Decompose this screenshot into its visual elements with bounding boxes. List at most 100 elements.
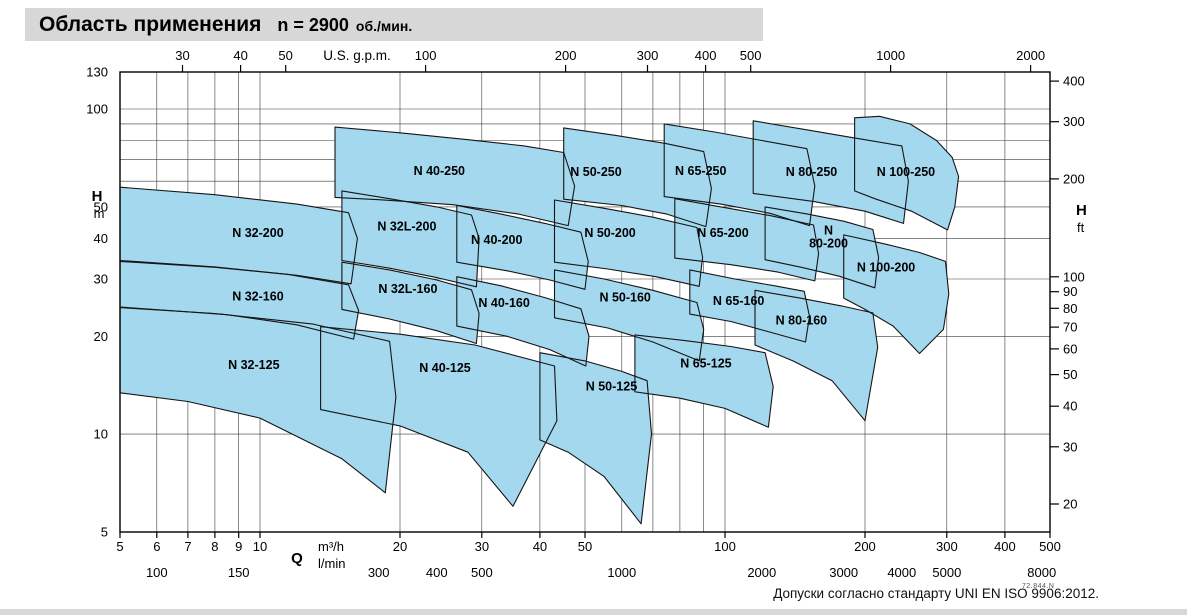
y-axis-right-tick-label: 400 [1063, 74, 1085, 89]
y-axis-right-unit: ft [1077, 220, 1085, 235]
y-axis-right-tick-label: 20 [1063, 497, 1077, 512]
speed-unit-label: об./мин. [355, 18, 413, 34]
pump-region-label: N 50-160 [599, 291, 650, 305]
pump-region-fill-N 40-160 [456, 276, 589, 366]
x-axis-top-title: U.S. g.p.m. [323, 48, 391, 63]
x-axis-top-tick-label: 100 [415, 48, 437, 63]
pump-region-fill-N 40-250 [335, 127, 575, 226]
x-axis-bottom-tick-label: 200 [854, 539, 876, 554]
speed-label: n = 2900 [277, 15, 349, 35]
x-axis-lmin-tick-label: 8000 [1027, 565, 1056, 580]
x-axis-lmin-tick-label: 100 [146, 565, 168, 580]
x-axis-bottom-tick-label: 8 [211, 539, 218, 554]
x-axis-top-tick-label: 1000 [876, 48, 905, 63]
y-axis-right-tick-label: 200 [1063, 171, 1085, 186]
pump-region-fill-N 32-200 [120, 187, 358, 284]
pump-region-fill-N 32-160 [120, 261, 359, 340]
pump-region-label: N 32L-160 [378, 282, 437, 296]
pump-region-label: N 65-200 [697, 226, 748, 240]
pump-region-label: N 50-125 [586, 380, 637, 394]
x-axis-bottom-tick-label: 10 [253, 539, 267, 554]
page-title: Область применения [39, 13, 262, 36]
pump-region-label: N 32L-200 [377, 220, 436, 234]
x-axis-bottom-tick-label: 9 [235, 539, 242, 554]
x-axis-lmin-tick-label: 2000 [747, 565, 776, 580]
pump-region-outline-N 40-160 [456, 276, 590, 367]
pump-region-outline-N 100-250 [854, 115, 960, 231]
y-axis-right-tick-label: 90 [1063, 284, 1077, 299]
x-axis-bottom-tick-label: 100 [714, 539, 736, 554]
pump-region-fill-N 65-125 [634, 334, 774, 428]
x-axis-bottom-tick-label: 400 [994, 539, 1016, 554]
title-bar: Область применения n = 2900 об./мин. [25, 8, 763, 41]
y-axis-left-tick-label: 50 [94, 199, 108, 214]
pump-region-outline-N 32L-160 [341, 261, 480, 345]
bottom-strip [0, 609, 1187, 615]
pump-region-outline-N 80-200 [764, 206, 880, 289]
y-axis-right-tick-label: 300 [1063, 114, 1085, 129]
x-axis-lmin-tick-label: 300 [368, 565, 390, 580]
pump-region-outline-N 40-125 [320, 326, 558, 507]
x-axis-top-tick-label: 50 [278, 48, 292, 63]
x-axis-lmin-tick-label: 5000 [932, 565, 961, 580]
x-axis-bottom-title: Q [291, 550, 303, 567]
pump-region-label: N 32-200 [232, 226, 283, 240]
x-axis-top-tick-label: 400 [695, 48, 717, 63]
y-axis-left-title: H [92, 188, 103, 205]
pump-region-label: N 65-125 [680, 356, 731, 370]
pump-region-label: N 80-250 [786, 165, 837, 179]
pump-region-outline-N 40-250 [334, 126, 576, 227]
x-axis-bottom-tick-label: 6 [153, 539, 160, 554]
pump-region-label: N 40-160 [478, 296, 529, 310]
pump-region-fill-N 50-200 [554, 200, 703, 287]
x-axis-lmin-tick-label: 4000 [887, 565, 916, 580]
pump-region-label: N 50-200 [584, 226, 635, 240]
y-axis-left-tick-label: 30 [94, 272, 108, 287]
x-axis-bottom-tick-label: 300 [936, 539, 958, 554]
pump-region-outline-N 80-250 [752, 120, 909, 224]
pump-region-fill-N 100-200 [843, 234, 949, 354]
pump-region-fill-N 50-125 [539, 352, 652, 524]
x-axis-bottom-tick-label: 30 [475, 539, 489, 554]
pump-region-label: N 40-250 [414, 164, 465, 178]
y-axis-right-tick-label: 50 [1063, 367, 1077, 382]
pump-region-label: N 65-160 [713, 294, 764, 308]
x-axis-lmin-tick-label: 400 [426, 565, 448, 580]
x-axis-bottom-tick-label: 5 [116, 539, 123, 554]
y-axis-right-tick-label: 30 [1063, 439, 1077, 454]
y-axis-right-title: H [1076, 202, 1087, 219]
x-axis-bottom-tick-label: 500 [1039, 539, 1061, 554]
pump-region-label: N 40-125 [419, 361, 470, 375]
pump-region-outline-N 65-200 [674, 198, 820, 282]
pump-region-label: N 100-200 [857, 261, 915, 275]
pump-region-label: N 50-250 [570, 165, 621, 179]
pump-region-label: N 80-160 [776, 313, 827, 327]
pump-region-outline-N 32L-200 [341, 190, 480, 288]
tolerance-footnote: Допуски согласно стандарту UNI EN ISO 99… [773, 586, 1099, 601]
pump-region-fill-N 32L-200 [341, 190, 480, 287]
pump-region-outline-N 32-125 [119, 307, 397, 494]
x-axis-bottom-tick-label: 50 [578, 539, 592, 554]
x-axis-bottom-unit: m³/h [318, 539, 344, 554]
x-axis-lmin-tick-label: 3000 [829, 565, 858, 580]
y-axis-left-tick-label: 130 [86, 65, 108, 80]
x-axis-bottom-tick-label: 20 [393, 539, 407, 554]
doc-code: 72.844.N [1022, 583, 1055, 590]
pump-region-outline-N 100-200 [843, 234, 950, 355]
pump-region-label: N 80-200 [809, 224, 848, 251]
x-axis-top-tick-label: 30 [175, 48, 189, 63]
x-axis-bottom-tick-label: 40 [533, 539, 547, 554]
y-axis-left-tick-label: 5 [101, 525, 108, 540]
pump-region-outline-N 32-200 [119, 186, 358, 285]
x-axis-bottom-tick-label: 7 [184, 539, 191, 554]
x-axis-top-tick-label: 500 [740, 48, 762, 63]
pump-region-label: N 40-200 [471, 233, 522, 247]
x-axis-top-tick-label: 40 [233, 48, 247, 63]
x-axis-lmin-tick-label: 500 [471, 565, 493, 580]
pump-region-outline-N 50-250 [563, 127, 712, 228]
y-axis-left-tick-label: 40 [94, 231, 108, 246]
y-axis-right-tick-label: 80 [1063, 301, 1077, 316]
pump-region-outline-N 50-125 [539, 352, 653, 525]
